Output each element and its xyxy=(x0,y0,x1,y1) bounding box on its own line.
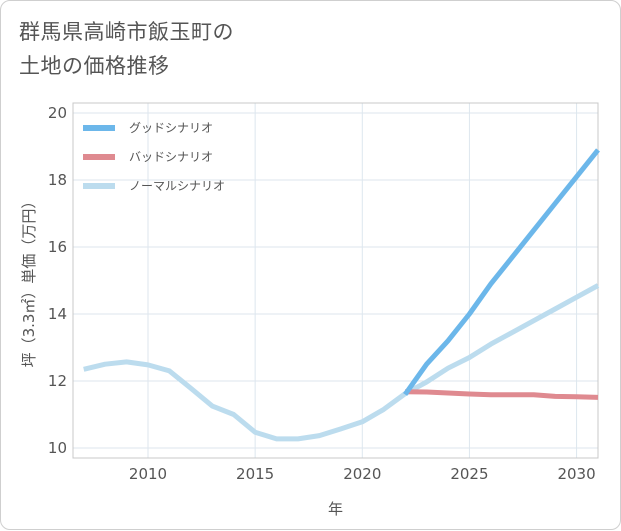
legend-label: ノーマルシナリオ xyxy=(129,179,225,193)
y-tick-label: 14 xyxy=(48,305,67,323)
series-line-0 xyxy=(403,148,600,396)
x-tick-label: 2030 xyxy=(557,465,595,483)
y-axis-title: 坪（3.3㎡）単価（万円） xyxy=(20,194,38,368)
x-tick-label: 2020 xyxy=(343,465,381,483)
grid xyxy=(73,103,598,458)
plot-frame xyxy=(72,102,599,459)
legend-label: グッドシナリオ xyxy=(129,121,213,135)
y-tick-label: 10 xyxy=(48,439,67,457)
y-tick-label: 16 xyxy=(48,238,67,256)
y-tick-label: 20 xyxy=(48,104,67,122)
series-lines xyxy=(83,148,600,442)
x-tick-label: 2015 xyxy=(236,465,274,483)
x-tick-label: 2025 xyxy=(450,465,488,483)
chart-title: 群馬県高崎市飯玉町の 土地の価格推移 xyxy=(19,20,234,78)
x-axis-title: 年 xyxy=(328,500,343,518)
y-tick-label: 12 xyxy=(48,372,67,390)
legend-label: バッドシナリオ xyxy=(129,150,213,164)
series-line-2 xyxy=(83,283,600,442)
tick-labels: 2010 2015 2020 2025 2030 10 12 14 16 18 20 xyxy=(48,104,596,483)
series-line-1 xyxy=(405,389,599,400)
y-tick-label: 18 xyxy=(48,171,67,189)
x-tick-label: 2010 xyxy=(129,465,167,483)
